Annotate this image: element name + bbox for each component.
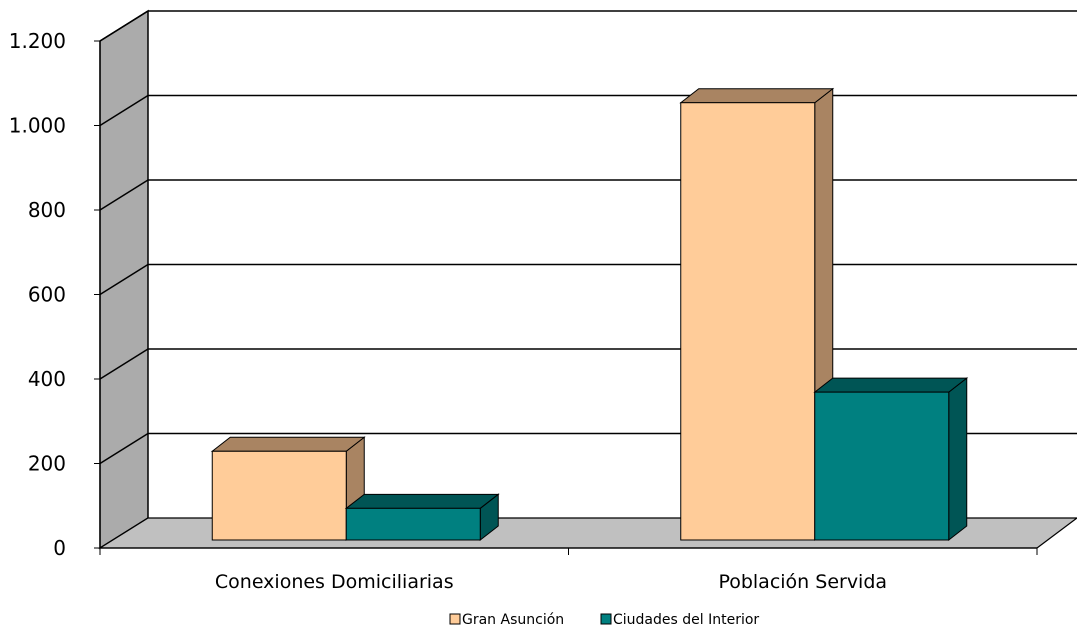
bar-top <box>346 494 498 508</box>
y-tick-label: 400 <box>28 367 66 391</box>
y-tick-label: 600 <box>28 283 66 307</box>
y-tick-label: 1.200 <box>9 29 66 53</box>
bar-side <box>949 378 967 540</box>
bar-front <box>346 508 480 540</box>
bar-top <box>681 89 833 103</box>
bar-top <box>212 437 364 451</box>
bar-top <box>815 378 967 392</box>
bar-front <box>681 103 815 540</box>
x-category-label: Conexiones Domiciliarias <box>215 571 454 593</box>
bar <box>346 494 498 540</box>
y-tick-label: 800 <box>28 198 66 222</box>
bar-front <box>212 451 346 540</box>
x-category-label: Población Servida <box>718 571 887 593</box>
legend-swatch <box>450 614 460 624</box>
legend-label: Gran Asunción <box>462 612 564 628</box>
y-tick-label: 200 <box>28 452 66 476</box>
y-tick-label: 1.000 <box>9 114 66 138</box>
bar-front <box>815 392 949 540</box>
bar <box>212 437 364 540</box>
bar <box>681 89 833 540</box>
legend-label: Ciudades del Interior <box>613 612 759 628</box>
bar <box>815 378 967 540</box>
legend-swatch <box>601 614 611 624</box>
y-tick-label: 0 <box>53 536 66 560</box>
